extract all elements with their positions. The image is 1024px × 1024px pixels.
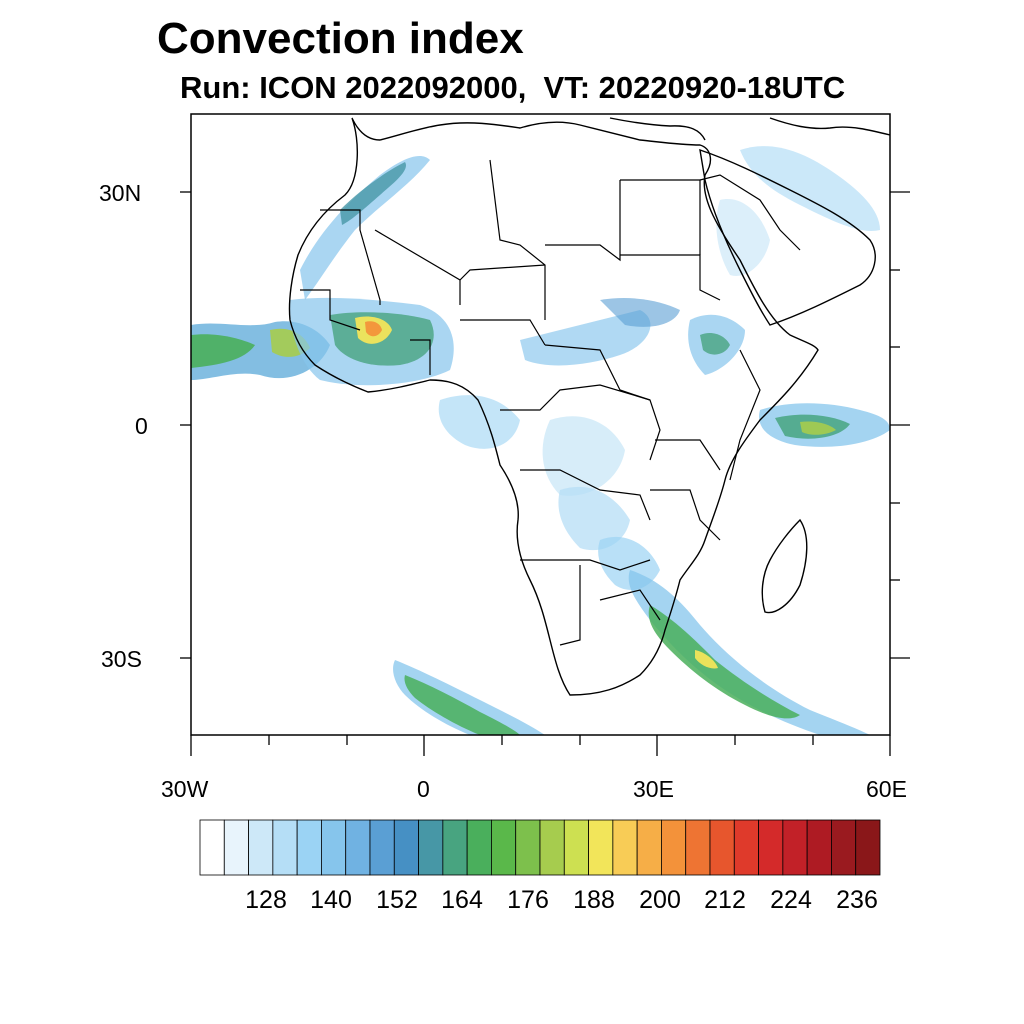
colorbar-label: 152 xyxy=(376,886,418,914)
colorbar-swatch xyxy=(685,819,711,876)
colorbar xyxy=(199,819,881,876)
morocco-convection-band xyxy=(300,155,430,300)
lon-label-60e: 60E xyxy=(866,776,907,802)
colorbar-swatch xyxy=(272,819,298,876)
country-borders xyxy=(300,159,801,646)
colorbar-swatch xyxy=(466,819,492,876)
atlantic-convection-core xyxy=(191,334,255,368)
colorbar-label: 236 xyxy=(836,886,878,914)
colorbar-swatch xyxy=(248,819,274,876)
colorbar-swatch xyxy=(831,819,857,876)
colorbar-swatch xyxy=(345,819,371,876)
colorbar-swatch xyxy=(515,819,541,876)
colorbar-swatch xyxy=(733,819,759,876)
colorbar-swatch xyxy=(612,819,638,876)
colorbar-label: 164 xyxy=(441,886,483,914)
colorbar-swatch xyxy=(491,819,517,876)
colorbar-swatch xyxy=(418,819,444,876)
colorbar-swatch xyxy=(855,819,881,876)
south-atlantic-convection-band xyxy=(393,660,545,735)
tick-marks xyxy=(180,191,910,756)
lat-label-0: 0 xyxy=(135,413,148,439)
lat-label-30n: 30N xyxy=(99,180,142,206)
colorbar-swatch xyxy=(442,819,468,876)
lon-label-30e: 30E xyxy=(633,776,674,802)
colorbar-label: 140 xyxy=(310,886,352,914)
colorbar-swatch xyxy=(782,819,808,876)
colorbar-label: 200 xyxy=(639,886,681,914)
madagascar-coastline xyxy=(761,518,808,614)
colorbar-label: 188 xyxy=(573,886,615,914)
colorbar-swatch xyxy=(709,819,735,876)
colorbar-label: 128 xyxy=(245,886,287,914)
colorbar-swatch xyxy=(369,819,395,876)
colorbar-swatch xyxy=(539,819,565,876)
colorbar-swatch xyxy=(296,819,322,876)
map-title: Convection index xyxy=(157,14,524,63)
coastlines xyxy=(288,117,890,696)
colorbar-swatch xyxy=(806,819,832,876)
colorbar-swatch xyxy=(563,819,589,876)
colorbar-swatch xyxy=(758,819,784,876)
colorbar-swatch xyxy=(661,819,687,876)
colorbar-swatch xyxy=(393,819,419,876)
lat-label-30s: 30S xyxy=(101,646,142,672)
colorbar-label: 212 xyxy=(704,886,746,914)
colorbar-swatch xyxy=(636,819,662,876)
colorbar-swatch xyxy=(199,819,225,876)
southeast-africa-convection-band xyxy=(628,570,870,735)
arabia-coastline xyxy=(699,148,876,326)
colorbar-swatch xyxy=(223,819,249,876)
lon-label-30w: 30W xyxy=(161,776,209,802)
africa-coastline xyxy=(288,117,819,696)
colorbar-label: 224 xyxy=(770,886,812,914)
colorbar-label: 176 xyxy=(507,886,549,914)
colorbar-swatch xyxy=(321,819,347,876)
colorbar-swatch xyxy=(588,819,614,876)
map-subtitle: Run: ICON 2022092000, VT: 20220920-18UTC xyxy=(180,70,846,105)
lon-label-0: 0 xyxy=(417,776,430,802)
